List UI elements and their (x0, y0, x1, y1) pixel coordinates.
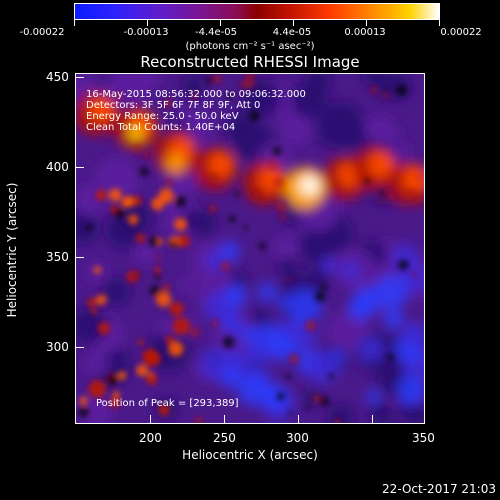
x-axis-label: Heliocentric X (arcsec) (182, 448, 318, 462)
x-tick-250: 250 (213, 431, 236, 445)
x-tick-350: 350 (412, 431, 435, 445)
info-time: 16-May-2015 08:56:32.000 to 09:06:32.000 (86, 89, 306, 100)
y-tick-400: 400 (46, 160, 69, 174)
y-tick-450: 450 (46, 70, 69, 84)
x-tick-300: 300 (286, 431, 309, 445)
colorbar-units: (photons cm⁻² s⁻¹ asec⁻²) (185, 41, 315, 52)
x-tick-200: 200 (139, 431, 162, 445)
colorbar-label-0: -0.00022 (19, 27, 65, 38)
colorbar-label-5: 0.00022 (440, 27, 482, 38)
colorbar-ticks: -0.00022 -0.00013 -4.4e-05 4.4e-05 0.000… (0, 0, 500, 60)
y-tick-350: 350 (46, 250, 69, 264)
colorbar-label-2: -4.4e-05 (195, 27, 237, 38)
colorbar-label-1: -0.00013 (123, 27, 169, 38)
info-detectors: Detectors: 3F 5F 6F 7F 8F 9F, Att 0 (86, 100, 261, 111)
info-energy-range: Energy Range: 25.0 - 50.0 keV (86, 111, 239, 122)
plot-title: Reconstructed RHESSI Image (140, 53, 360, 71)
render-timestamp: 22-Oct-2017 21:03 (382, 482, 496, 496)
colorbar-label-3: 4.4e-05 (272, 27, 312, 38)
y-tick-300: 300 (46, 340, 69, 354)
colorbar-label-4: 0.00013 (344, 27, 386, 38)
y-axis-label: Heliocentric Y (arcsec) (5, 182, 19, 318)
plot-area: 16-May-2015 08:56:32.000 to 09:06:32.000… (75, 73, 425, 424)
info-clean-counts: Clean Total Counts: 1.40E+04 (86, 122, 236, 133)
heatmap-image (76, 74, 424, 423)
colorbar-gradient (75, 4, 439, 19)
colorbar (74, 3, 440, 20)
info-peak-position: Position of Peak = [293,389] (96, 398, 239, 409)
